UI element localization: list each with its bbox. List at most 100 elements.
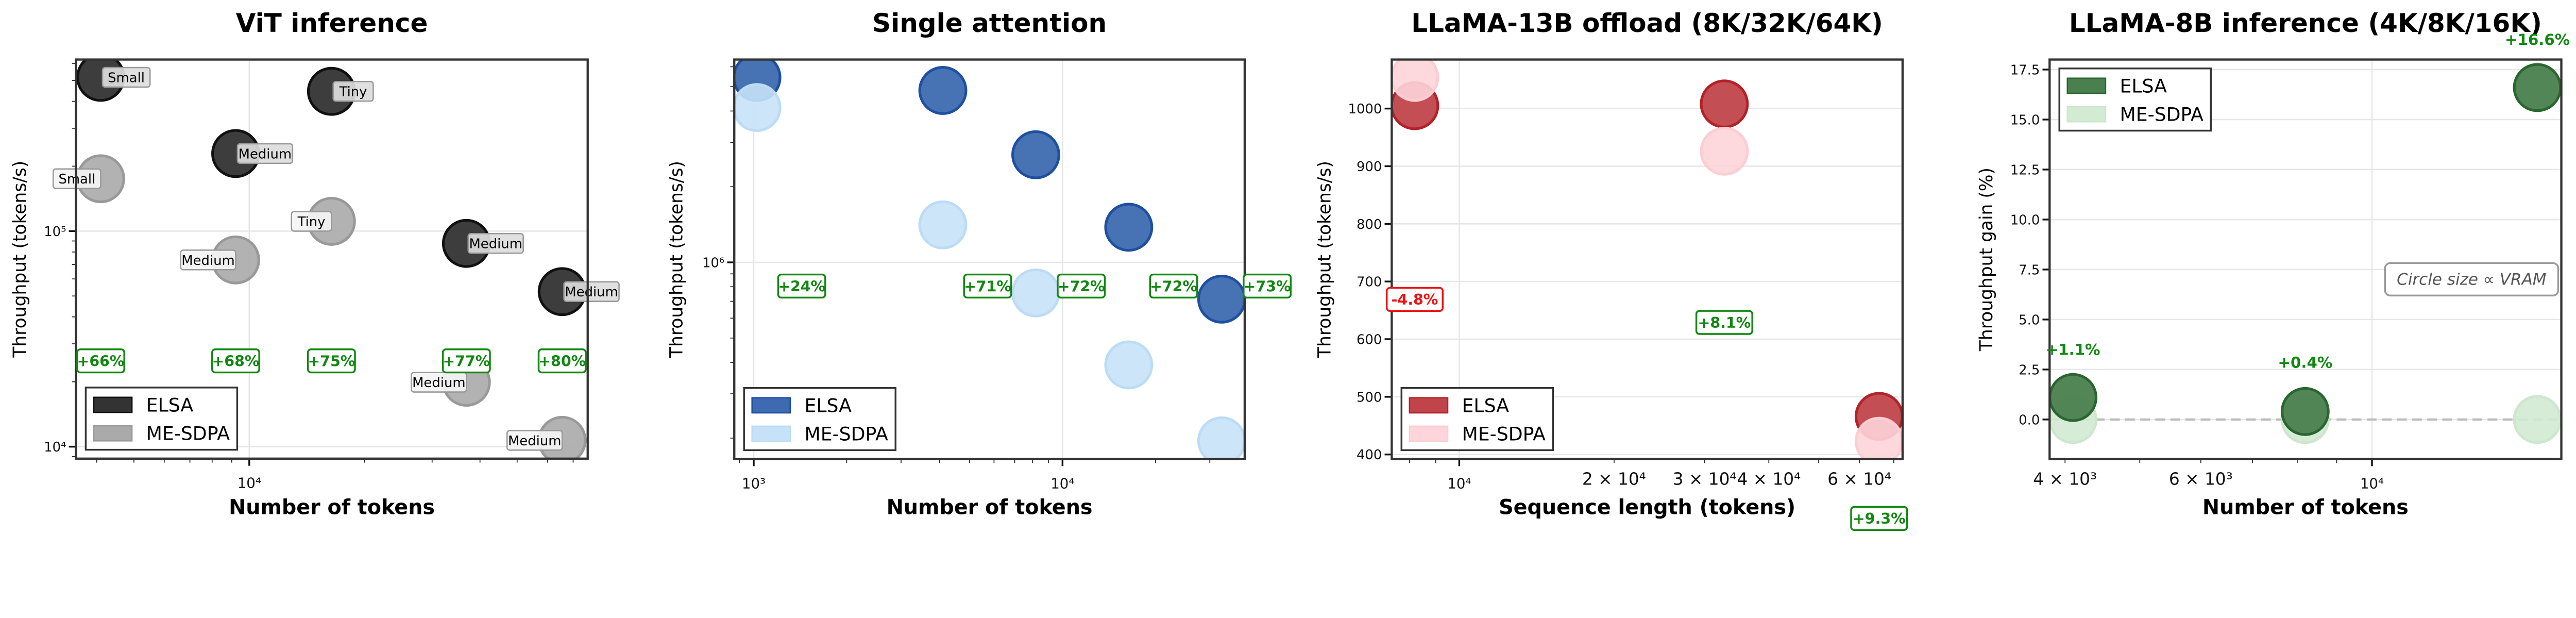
gain-annotation: +72% <box>1057 273 1106 299</box>
legend-swatch-elsa <box>2066 77 2107 94</box>
y-tick-label: 800 <box>1357 217 1382 232</box>
gain-annotation-text: +0.4% <box>2278 354 2332 372</box>
gain-annotation-text: +16.6% <box>2505 31 2570 48</box>
legend-label: ME-SDPA <box>804 423 888 445</box>
gain-annotation-box <box>1149 273 1198 299</box>
gain-annotation: +1.1% <box>2046 341 2100 358</box>
gain-annotation-text: +9.3% <box>1853 510 1906 527</box>
point-elsa <box>2513 63 2562 112</box>
point-label-box <box>563 281 620 303</box>
x-tick-label: 3 × 10⁴ <box>1673 470 1737 489</box>
legend-swatch-me-sdpa <box>1409 425 1449 442</box>
gain-annotation-box <box>963 273 1012 299</box>
point-label-box <box>101 66 151 88</box>
gain-annotation-text: +1.1% <box>2046 341 2100 358</box>
note-box-frame <box>2384 262 2560 297</box>
points-layer <box>1392 59 1903 459</box>
y-tick-label: 10.0 <box>2010 212 2040 228</box>
gain-annotation-text: +80% <box>538 353 586 370</box>
gain-annotation-text: -4.8% <box>1392 291 1438 308</box>
point-me-sdpa <box>918 200 968 249</box>
y-axis-label: Throughput (tokens/s) <box>666 161 687 358</box>
points-layer <box>734 59 1245 459</box>
gain-annotation-text: +24% <box>778 278 825 295</box>
legend: ELSA ME-SDPA <box>1400 387 1554 452</box>
y-tick-label: 17.5 <box>2010 62 2040 78</box>
point-label-text: Medium <box>565 285 618 300</box>
x-tick-label: 10⁴ <box>1447 475 1471 492</box>
y-axis-label: Throughput gain (%) <box>1976 168 1997 352</box>
point-label-box <box>332 80 374 102</box>
y-tick-label: 2.5 <box>2019 362 2040 378</box>
point-label-text: Medium <box>508 433 561 449</box>
point-label-text: Tiny <box>339 85 367 100</box>
x-tick-label: 6 × 10⁴ <box>1827 470 1891 489</box>
point-me-sdpa <box>1011 268 1060 318</box>
axes-frame <box>75 58 589 460</box>
gain-annotation: +75% <box>307 348 356 374</box>
legend-swatch-elsa <box>93 396 133 413</box>
legend-label: ME-SDPA <box>2120 104 2204 126</box>
gain-annotation: -4.8% <box>1385 287 1444 312</box>
x-tick-label: 4 × 10⁴ <box>1737 470 1801 489</box>
point-me-sdpa <box>734 83 782 132</box>
y-axis-label: Throughput (tokens/s) <box>1314 161 1335 358</box>
gain-annotation: +73% <box>1243 273 1292 299</box>
figure: ViT inference Number of tokens Throughput … <box>10 8 2570 531</box>
gain-annotation-box <box>307 348 356 374</box>
x-tick-label: 6 × 10³ <box>2169 470 2233 489</box>
point-me-sdpa <box>2513 395 2562 444</box>
points-layer <box>2049 63 2562 444</box>
legend: ELSA ME-SDPA <box>2058 68 2212 132</box>
chart-panel-3: LLaMA-13B offload (8K/32K/64K) Sequence l… <box>1314 8 1908 531</box>
point-label: Medium <box>180 249 236 271</box>
point-label: Small <box>101 66 151 88</box>
point-label: Medium <box>506 430 563 451</box>
gain-annotation-text: +66% <box>77 353 125 370</box>
y-tick-label: 400 <box>1357 447 1382 463</box>
legend-label: ME-SDPA <box>146 423 230 445</box>
x-tick-label: 2 × 10⁴ <box>1582 470 1646 489</box>
gain-annotation: +71% <box>963 273 1012 299</box>
legend-swatch-me-sdpa <box>751 425 791 442</box>
point-elsa <box>918 66 968 115</box>
x-axis-label: Number of tokens <box>229 496 435 520</box>
legend-swatch-me-sdpa <box>2066 106 2107 123</box>
y-tick-label: 10⁵ <box>44 224 66 240</box>
chart-panel-2: Single attention Number of tokens Throughp… <box>666 8 1292 520</box>
point-elsa <box>1700 79 1749 129</box>
y-tick-label: 12.5 <box>2010 162 2040 178</box>
x-axis-label: Sequence length (tokens) <box>1499 496 1795 520</box>
legend-label: ELSA <box>804 394 852 416</box>
point-label: Tiny <box>332 80 374 102</box>
axes-frame <box>2048 58 2563 460</box>
gain-annotation-text: +77% <box>443 353 490 370</box>
legend-label: ELSA <box>1462 394 1510 416</box>
y-tick-label: 0.0 <box>2019 412 2040 428</box>
point-label-box <box>291 211 332 232</box>
gain-annotation-box <box>777 273 826 299</box>
gain-annotation-text: +75% <box>308 353 355 370</box>
point-label-text: Small <box>108 70 145 86</box>
point-label-text: Tiny <box>297 214 326 230</box>
point-me-sdpa <box>1854 416 1903 459</box>
y-tick-label: 1000 <box>1348 102 1382 117</box>
gain-annotation-text: +71% <box>964 278 1011 295</box>
x-tick-label: 10³ <box>742 475 766 492</box>
y-tick-label: 700 <box>1357 275 1382 290</box>
point-labels-layer: SmallTinyMediumMediumMediumSmallTinyMedi… <box>52 66 620 451</box>
gain-annotation: +16.6% <box>2505 31 2570 48</box>
legend-swatch-elsa <box>751 397 791 414</box>
legend-label: ELSA <box>146 394 194 416</box>
y-tick-label: 15.0 <box>2010 112 2040 128</box>
gain-annotation-text: +73% <box>1244 278 1291 295</box>
y-tick-label: 600 <box>1357 332 1382 348</box>
legend-label: ELSA <box>2120 75 2167 97</box>
point-me-sdpa <box>1197 416 1245 459</box>
x-tick-label: 10⁴ <box>238 475 261 492</box>
point-elsa <box>1011 130 1060 179</box>
y-tick-label: 7.5 <box>2019 262 2040 278</box>
point-label-box <box>506 430 563 451</box>
gain-annotation-text: +72% <box>1150 278 1197 295</box>
gain-annotation: +66% <box>76 348 125 374</box>
